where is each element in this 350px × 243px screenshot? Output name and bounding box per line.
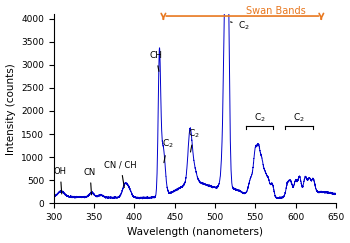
X-axis label: Wavelength (nanometers): Wavelength (nanometers) <box>127 227 263 237</box>
Text: CN: CN <box>84 168 96 195</box>
Text: CH: CH <box>150 51 163 71</box>
Text: OH: OH <box>54 167 67 194</box>
Text: Swan Bands: Swan Bands <box>245 6 305 16</box>
Text: C$_2$: C$_2$ <box>254 112 266 124</box>
Text: C$_2$: C$_2$ <box>293 112 305 124</box>
Text: C$_2$: C$_2$ <box>162 138 173 163</box>
Y-axis label: Intensity (counts): Intensity (counts) <box>6 63 15 155</box>
Text: C$_2$: C$_2$ <box>231 19 249 32</box>
Text: C$_2$: C$_2$ <box>188 127 200 152</box>
Text: CN / CH: CN / CH <box>104 161 137 188</box>
